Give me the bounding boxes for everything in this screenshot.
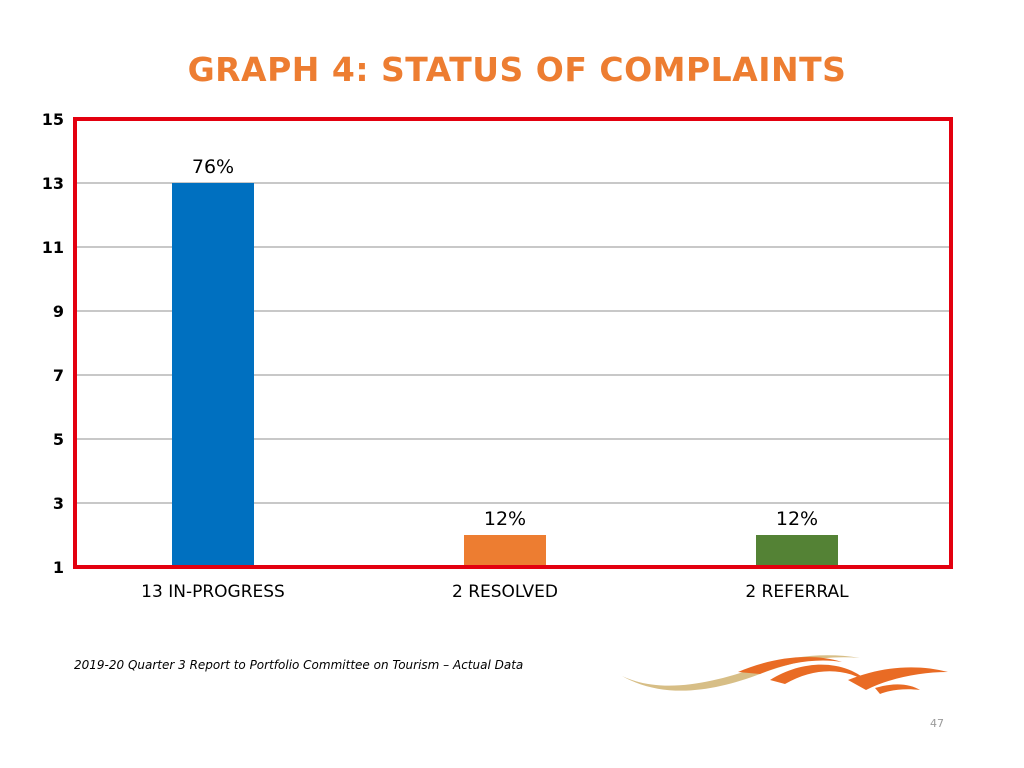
logo-orange-swoosh-main (770, 664, 870, 684)
source-note: 2019-20 Quarter 3 Report to Portfolio Co… (74, 658, 524, 672)
data-label: 76% (192, 156, 234, 178)
y-tick-label: 15 (42, 110, 64, 129)
x-category-label: 2 RESOLVED (452, 582, 558, 602)
y-tick-label: 3 (53, 494, 64, 513)
page-number: 47 (930, 717, 944, 730)
y-tick-label: 1 (53, 558, 64, 577)
y-tick-label: 13 (42, 174, 64, 193)
chart-title: GRAPH 4: STATUS OF COMPLAINTS (187, 50, 847, 89)
y-tick-label: 5 (53, 430, 64, 449)
y-tick-label: 7 (53, 366, 64, 385)
logo-gold-swoosh (622, 655, 860, 691)
bar (172, 183, 254, 567)
data-label: 12% (484, 508, 526, 530)
data-label: 12% (776, 508, 818, 530)
y-tick-label: 11 (42, 238, 64, 257)
bar (464, 535, 546, 567)
x-category-label: 2 REFERRAL (745, 582, 849, 602)
x-category-label: 13 IN-PROGRESS (141, 582, 285, 602)
y-tick-label: 9 (53, 302, 64, 321)
plot-area-frame (73, 117, 953, 569)
logo-orange-swoosh-right (848, 667, 948, 690)
bar (756, 535, 838, 567)
swoosh-logo-icon (622, 655, 948, 694)
logo-orange-swoosh-tail (875, 684, 920, 694)
logo-orange-swoosh-upper (738, 657, 842, 674)
